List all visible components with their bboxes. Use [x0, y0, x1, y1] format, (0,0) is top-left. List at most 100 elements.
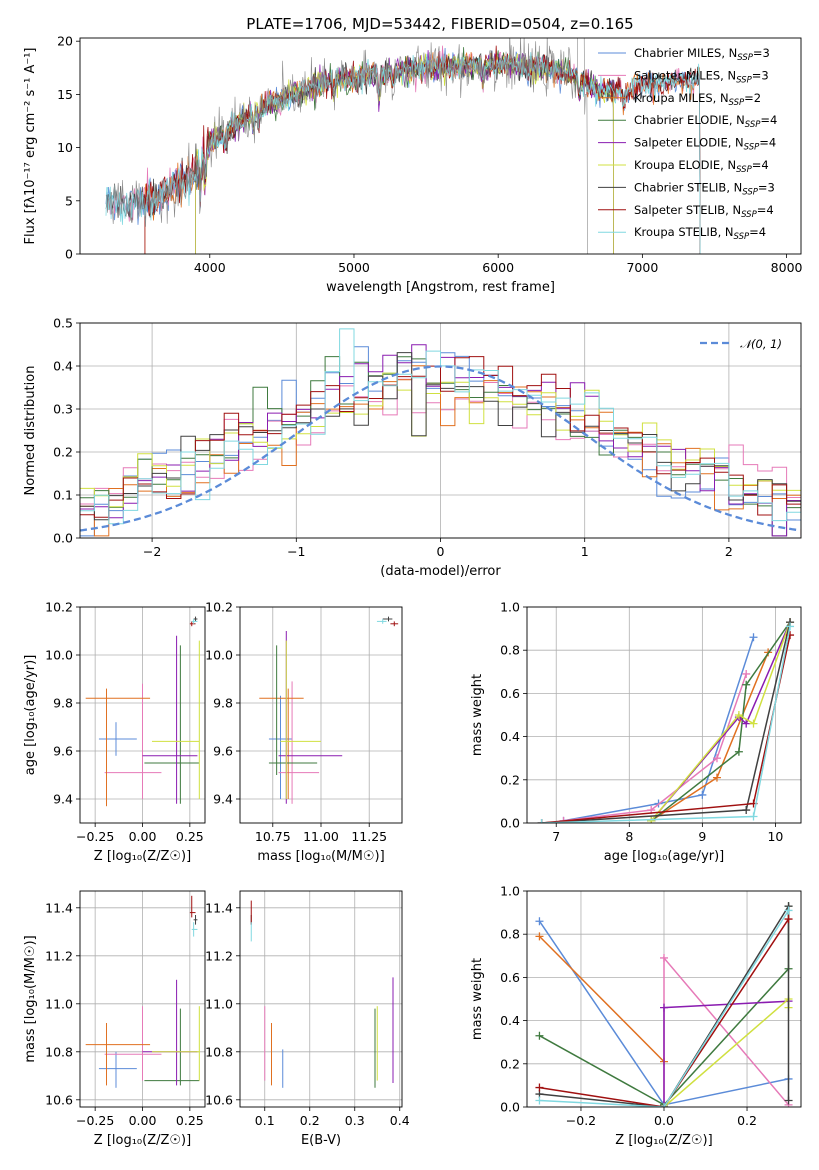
y-axis-label: age [log₁₀(age/yr)] [23, 655, 38, 776]
weight-line [539, 918, 790, 1107]
y-tick-label: 0.0 [500, 1100, 520, 1115]
residual-hist-salpeter-stelib [80, 356, 801, 535]
weight-point [742, 806, 751, 815]
y-tick-label: 9.6 [53, 744, 73, 759]
plot-area [85, 895, 200, 1088]
x-tick-label: 6000 [482, 260, 514, 275]
plot-area [80, 328, 801, 537]
axes-frame [79, 37, 802, 255]
weight-line [538, 935, 665, 1063]
y-tick-label: 9.8 [213, 696, 233, 711]
errorbar-salpeter-miles [278, 681, 320, 804]
axes-frame [79, 322, 802, 539]
errorbar-salpeter-stelib [189, 895, 196, 918]
residual-legend: 𝒩(0, 1) [700, 337, 782, 351]
errorbar-chabrier-elodie [144, 645, 200, 804]
x-tick-label: 2 [725, 544, 733, 559]
plot-area [250, 900, 394, 1088]
legend-entry-chabrier-elodie: Chabrier ELODIE, NSSP=4 [634, 113, 777, 130]
weight-point [749, 719, 758, 728]
y-tick-label: 0 [65, 247, 73, 262]
x-tick-label: 0.2 [300, 1113, 320, 1128]
x-axis-label: (data-model)/error [380, 564, 501, 579]
weight-point [647, 816, 656, 823]
errorbar-kroupa-stelib [191, 619, 198, 624]
errorbar-chabrier-miles [98, 1051, 137, 1088]
weight-point [749, 633, 758, 642]
legend-entry-kroupa-miles: Kroupa MILES, NSSP=2 [634, 91, 761, 108]
weight-line [539, 903, 790, 1107]
errorbar-kroupa-stelib [376, 619, 387, 624]
legend-entry-salpeter-elodie: Salpeter ELODIE, NSSP=4 [634, 136, 776, 153]
y-tick-label: 10.2 [205, 600, 233, 615]
x-tick-label: 0.2 [737, 1113, 757, 1128]
mass_vs_EBV-panel: 0.1 0.2 0.3 0.4 10.6 10.8 11.0 11.2 11.4 E(B-V) [205, 890, 410, 1148]
legend-entry-kroupa-stelib: Kroupa STELIB, NSSP=4 [634, 225, 766, 242]
y-tick-label: 0.1 [53, 488, 73, 503]
axes-frame [79, 890, 206, 1108]
y-tick-label: 11.2 [45, 948, 73, 963]
errorbar-chabrier-miles [98, 722, 137, 756]
axes-frame [526, 606, 802, 824]
weight-point [698, 790, 707, 799]
weight-series-kroupa-elodie [647, 618, 795, 823]
legend-entry-chabrier-stelib: Chabrier STELIB, NSSP=3 [634, 180, 775, 197]
weight-point [742, 719, 751, 728]
weight-point [784, 906, 793, 915]
y-tick-label: 0.2 [53, 445, 73, 460]
grid [80, 891, 205, 1107]
x-axis-label: Z [log₁₀(Z/Z☉)] [94, 1133, 191, 1148]
normal-curve [80, 365, 799, 532]
y-axis-label: Normed distribution [23, 366, 38, 496]
spectrum-panel: 4000 5000 6000 7000 8000 0 5 10 15 20 wavelength [… [23, 34, 803, 295]
y-tick-label: 0.4 [53, 359, 73, 374]
x-axis-label: mass [log₁₀(M/M☉)] [257, 849, 384, 864]
y-tick-label: 10.8 [205, 1044, 233, 1059]
x-axis-label: Z [log₁₀(Z/Z☉)] [94, 849, 191, 864]
mass_vs_Z-panel: −0.25 0.00 0.25 10.6 10.8 11.0 11.2 11.4 Z [log₁… [23, 890, 206, 1148]
y-tick-label: 10.6 [205, 1092, 233, 1107]
errorbar-kroupa-elodie [151, 640, 200, 799]
errorbar-kroupa-miles [85, 688, 151, 807]
y-tick-label: 0.2 [500, 1056, 520, 1071]
y-tick-label: 0.4 [500, 1013, 520, 1028]
y-tick-label: 0.8 [500, 927, 520, 942]
y-tick-label: 10.2 [45, 600, 73, 615]
errorbar-chabrier-stelib [382, 616, 393, 622]
errorbar-salpeter-stelib [390, 621, 399, 627]
x-tick-label: 4000 [194, 260, 226, 275]
x-axis-label: E(B-V) [301, 1133, 341, 1148]
errorbar-salpeter-elodie [142, 635, 198, 804]
axes-frame [239, 606, 403, 824]
y-tick-label: 0.8 [500, 643, 520, 658]
x-tick-label: 8 [625, 829, 633, 844]
weight-point [660, 953, 668, 962]
x-tick-label: 8000 [771, 260, 803, 275]
weight-line [650, 621, 791, 822]
errorbar-kroupa-elodie [151, 1006, 200, 1081]
residual-hist-kroupa-stelib [80, 328, 801, 529]
x-tick-label: 11.25 [351, 829, 387, 844]
legend-entry-normal: 𝒩(0, 1) [740, 337, 782, 351]
x-tick-label: 1 [581, 544, 589, 559]
weight-line [539, 909, 790, 1107]
y-tick-label: 0.4 [500, 729, 520, 744]
errorbar-kroupa-stelib [191, 922, 198, 937]
x-tick-label: 10.75 [255, 829, 291, 844]
y-tick-label: 1.0 [500, 600, 520, 615]
weight_vs_Z-panel: −0.2 0.0 0.2 0.0 0.2 0.4 0.6 0.8 1.0 Z [log₁₀(Z/Z… [470, 884, 802, 1148]
errorbar-kroupa-elodie [280, 640, 321, 799]
weight-series-kroupa-stelib [537, 622, 795, 823]
x-tick-label: −0.2 [566, 1113, 596, 1128]
weight-point [535, 917, 544, 926]
errorbar-salpeter-stelib [189, 621, 196, 627]
plot-area [85, 616, 200, 807]
y-tick-label: 10.0 [205, 648, 233, 663]
y-tick-label: 11.4 [45, 900, 73, 915]
figure-title: PLATE=1706, MJD=53442, FIBERID=0504, z=0… [246, 15, 633, 33]
weight-line [663, 997, 790, 1107]
legend-entry-chabrier-miles: Chabrier MILES, NSSP=3 [634, 46, 770, 63]
x-tick-label: −1 [287, 544, 305, 559]
x-tick-label: 7 [552, 829, 560, 844]
